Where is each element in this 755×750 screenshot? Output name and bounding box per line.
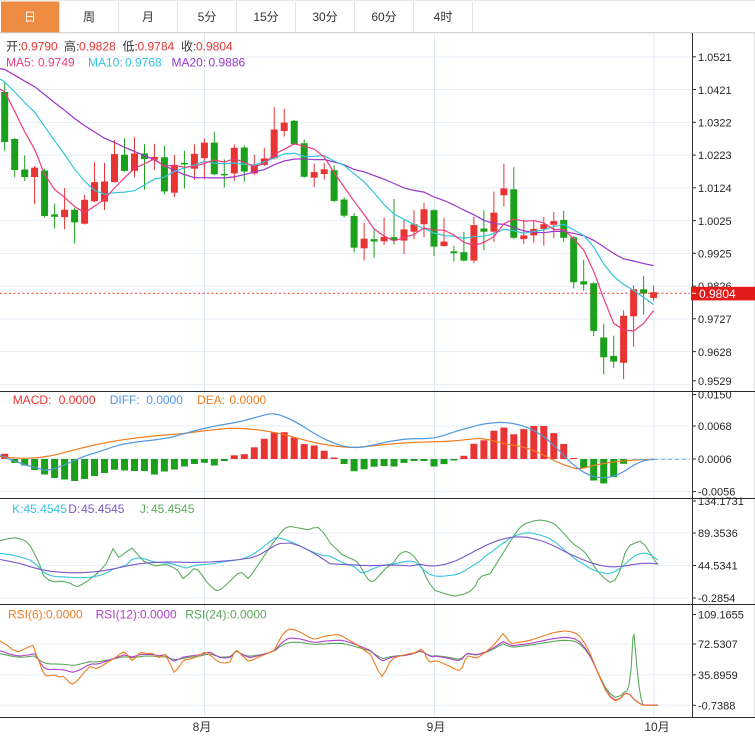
svg-text:MA20:: MA20:	[172, 56, 207, 70]
svg-text:1.0223: 1.0223	[698, 150, 732, 162]
svg-text:周: 周	[83, 10, 95, 24]
svg-text:MACD:: MACD:	[13, 393, 52, 407]
svg-text:44.5341: 44.5341	[698, 561, 738, 573]
svg-text:DEA:: DEA:	[197, 393, 225, 407]
svg-text:10月: 10月	[644, 720, 669, 734]
svg-text:45.4545: 45.4545	[81, 502, 125, 516]
svg-text:0.0000: 0.0000	[59, 393, 96, 407]
svg-text:1.0322: 1.0322	[698, 118, 732, 130]
svg-text:-0.0056: -0.0056	[698, 487, 735, 499]
svg-text:0.9804: 0.9804	[699, 287, 736, 301]
svg-text:89.3536: 89.3536	[698, 528, 738, 540]
svg-text:MA5:: MA5:	[6, 56, 34, 70]
svg-text:0.9804: 0.9804	[196, 40, 233, 54]
svg-text:0.9727: 0.9727	[698, 314, 732, 326]
svg-text:0.9768: 0.9768	[125, 56, 162, 70]
svg-text:-0.7388: -0.7388	[698, 701, 735, 713]
svg-text:4时: 4时	[434, 10, 453, 24]
svg-text:0.0000: 0.0000	[230, 393, 267, 407]
svg-text:开:: 开:	[6, 40, 21, 54]
svg-text:30分: 30分	[312, 10, 337, 24]
svg-text:0.0000: 0.0000	[230, 608, 267, 622]
svg-text:0.0006: 0.0006	[698, 454, 732, 466]
svg-text:0.0000: 0.0000	[146, 393, 183, 407]
svg-text:72.5307: 72.5307	[698, 639, 738, 651]
svg-text:DIFF:: DIFF:	[110, 393, 140, 407]
svg-text:0.9925: 0.9925	[698, 249, 732, 261]
svg-text:109.1655: 109.1655	[698, 610, 744, 622]
svg-text:0.9784: 0.9784	[138, 40, 175, 54]
svg-text:日: 日	[24, 10, 36, 24]
svg-text:低:: 低:	[123, 40, 138, 54]
svg-text:D:: D:	[68, 502, 80, 516]
svg-text:RSI(24):: RSI(24):	[185, 608, 230, 622]
svg-text:0.0150: 0.0150	[698, 390, 732, 402]
svg-text:8月: 8月	[193, 720, 212, 734]
svg-text:月: 月	[142, 10, 154, 24]
svg-text:MA10:: MA10:	[88, 56, 123, 70]
svg-text:K:: K:	[12, 502, 23, 516]
svg-text:高:: 高:	[64, 39, 79, 54]
svg-text:1.0025: 1.0025	[698, 216, 732, 228]
svg-text:RSI(12):: RSI(12):	[96, 608, 141, 622]
svg-text:0.9828: 0.9828	[79, 40, 116, 54]
svg-text:1.0124: 1.0124	[698, 183, 732, 195]
svg-text:45.4545: 45.4545	[24, 502, 68, 516]
svg-text:0.9749: 0.9749	[38, 56, 75, 70]
svg-text:0.9886: 0.9886	[209, 56, 246, 70]
svg-text:0.9529: 0.9529	[698, 376, 732, 388]
svg-text:0.9628: 0.9628	[698, 347, 732, 359]
svg-text:15分: 15分	[253, 10, 278, 24]
svg-text:RSI(6):: RSI(6):	[8, 608, 46, 622]
svg-text:0.0000: 0.0000	[46, 608, 83, 622]
svg-text:45.4545: 45.4545	[151, 502, 195, 516]
svg-text:收:: 收:	[181, 40, 196, 54]
svg-text:1.0521: 1.0521	[698, 52, 732, 64]
svg-text:1.0421: 1.0421	[698, 85, 732, 97]
svg-text:0.9790: 0.9790	[21, 40, 58, 54]
svg-text:J:: J:	[140, 502, 149, 516]
svg-text:-0.2854: -0.2854	[698, 593, 735, 605]
svg-text:134.1731: 134.1731	[698, 496, 744, 508]
svg-text:0.0000: 0.0000	[140, 608, 177, 622]
svg-text:60分: 60分	[371, 10, 396, 24]
svg-text:0.0068: 0.0068	[698, 421, 732, 433]
svg-text:9月: 9月	[427, 720, 446, 734]
svg-text:35.8959: 35.8959	[698, 670, 738, 682]
svg-text:5分: 5分	[198, 10, 217, 24]
